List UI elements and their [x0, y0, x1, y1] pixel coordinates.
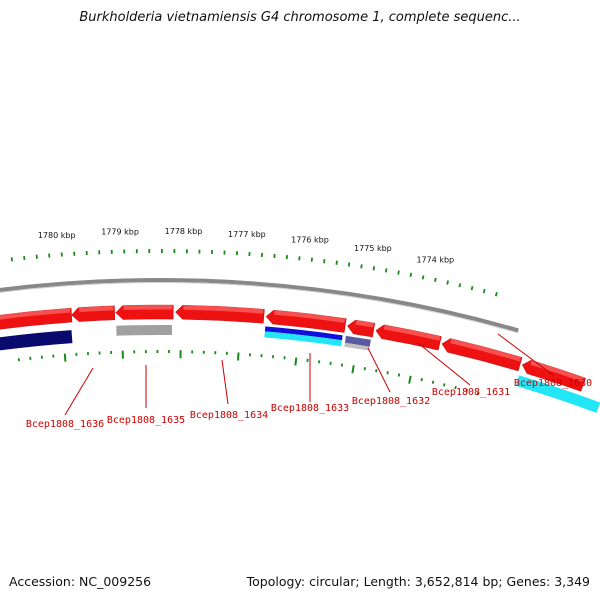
chromosome-backbone: [0, 278, 519, 334]
gene-arrow-shade: [183, 305, 264, 314]
kbp-label: 1777 kbp: [228, 230, 266, 239]
navy-track[interactable]: [0, 330, 73, 352]
sequence-summary: Topology: circular; Length: 3,652,814 bp…: [246, 574, 590, 589]
gene-arrow-shade: [78, 305, 114, 313]
light-gray-track[interactable]: [344, 342, 370, 351]
gene-arrow-shade: [383, 324, 441, 341]
minor-tick: [310, 257, 313, 262]
kbp-labels: 1780 kbp 1779 kbp 1778 kbp 1777 kbp 1776 kbp…: [38, 227, 454, 264]
backbone-arc: [0, 278, 519, 333]
callout-line: [497, 333, 554, 376]
inner-tick-ruler: [17, 350, 480, 396]
callout-line: [64, 367, 94, 416]
minor-tick: [454, 385, 457, 390]
minor-tick: [329, 361, 332, 366]
minor-tick: [476, 391, 480, 396]
feature-track[interactable]: [0, 304, 600, 413]
minor-tick: [360, 264, 363, 269]
kbp-label: 1778 kbp: [165, 227, 203, 236]
minor-tick: [375, 369, 378, 373]
callout-line: [221, 359, 229, 405]
map-title: Burkholderia vietnamiensis G4 chromosome…: [79, 10, 521, 25]
minor-tick: [465, 388, 468, 393]
minor-tick: [323, 259, 326, 264]
blue-track[interactable]: [264, 326, 343, 341]
kbp-label: 1780 kbp: [38, 231, 76, 240]
locus-label[interactable]: Bcep1808_1636: [26, 419, 104, 430]
minor-tick: [347, 262, 351, 267]
gene-arrow-shade: [355, 320, 374, 328]
kbp-label: 1775 kbp: [354, 244, 392, 253]
minor-tick: [397, 373, 401, 377]
locus-label[interactable]: Bcep1808_1634: [190, 410, 268, 421]
cyan-track[interactable]: [264, 331, 342, 347]
locus-label[interactable]: Bcep1808_1631: [432, 387, 510, 398]
locus-callouts[interactable]: Bcep1808_1636 Bcep1808_1635 Bcep1808_1634B…: [26, 333, 592, 430]
locus-label[interactable]: Bcep1808_1632: [352, 396, 430, 407]
minor-tick: [386, 371, 389, 375]
gray-track[interactable]: [116, 324, 173, 336]
major-tick: [408, 375, 412, 384]
accession-label: Accession: NC_009256: [9, 574, 152, 589]
minor-tick: [409, 272, 413, 278]
minor-tick: [385, 268, 388, 273]
gene-arrow-shade: [0, 308, 71, 320]
locus-label[interactable]: Bcep1808_1633: [271, 403, 349, 414]
minor-tick: [494, 292, 498, 297]
minor-tick: [397, 270, 400, 275]
cyan-track[interactable]: [515, 375, 600, 413]
minor-tick: [443, 383, 446, 387]
minor-tick: [431, 380, 435, 384]
major-tick: [351, 365, 355, 374]
locus-label[interactable]: Bcep1808_1635: [107, 415, 185, 426]
kbp-label: 1779 kbp: [101, 228, 139, 237]
gene-arrow-shade: [450, 338, 522, 362]
minor-tick: [458, 283, 462, 288]
minor-tick: [446, 280, 449, 285]
minor-tick: [335, 260, 338, 265]
minor-tick: [10, 257, 13, 262]
outer-tick-ruler: [10, 249, 498, 297]
minor-tick: [421, 275, 425, 280]
backbone-highlight: [0, 282, 518, 334]
locus-label[interactable]: Bcep1808_1630: [514, 378, 592, 389]
callout-line: [417, 342, 471, 386]
callout-line: [367, 347, 391, 393]
kbp-label: 1776 kbp: [291, 235, 329, 244]
minor-tick: [363, 367, 366, 371]
kbp-label: 1774 kbp: [416, 255, 454, 264]
minor-tick: [372, 266, 376, 271]
major-tick: [294, 357, 298, 366]
major-tick: [237, 352, 240, 361]
minor-tick: [434, 277, 437, 282]
minor-tick: [470, 285, 474, 291]
minor-tick: [482, 288, 486, 294]
slate-track[interactable]: [344, 335, 371, 347]
minor-tick: [420, 378, 423, 382]
gene-arrow-shade: [123, 304, 173, 311]
gene-arrow-shade: [274, 310, 346, 323]
major-tick: [63, 353, 67, 362]
gene-arrow-shade: [530, 360, 585, 383]
